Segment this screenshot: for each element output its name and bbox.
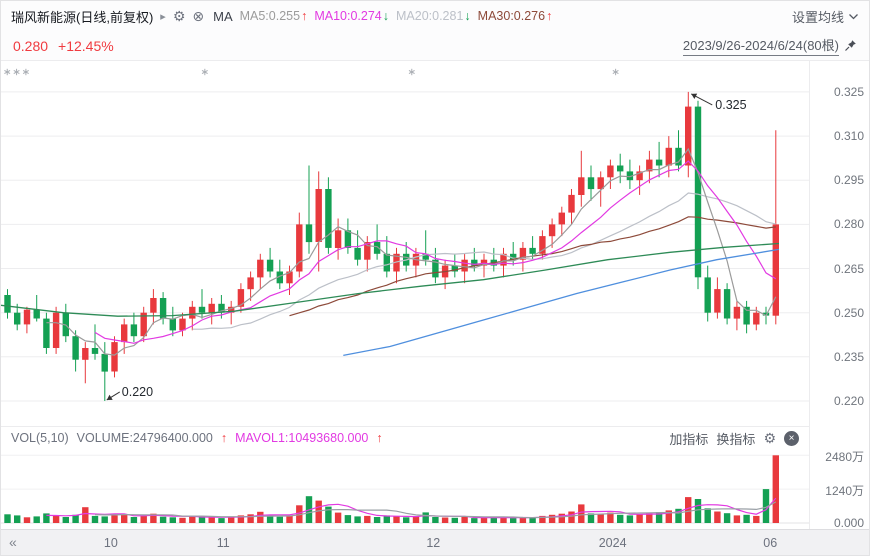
ma-close-icon[interactable]: ⊗ xyxy=(192,8,205,24)
chevron-down-icon xyxy=(849,13,858,19)
price-axis-label: 0.295 xyxy=(833,173,864,188)
price-axis-label: 0.325 xyxy=(833,84,864,99)
stock-title: 瑞风新能源(日线,前复权) xyxy=(11,9,154,25)
candlestick-chart[interactable]: 0.325 0.220 xyxy=(1,61,809,426)
event-marker-icon xyxy=(612,68,619,76)
ma-indicator-label: MA xyxy=(213,8,233,24)
ma20-value: MA20:0.281↓ xyxy=(396,9,471,23)
price-axis-label: 0.265 xyxy=(833,261,864,276)
ma-settings-button[interactable]: 设置均线 xyxy=(792,7,859,26)
candlestick-canvas: 0.325 0.220 xyxy=(1,68,809,402)
pin-icon xyxy=(845,40,856,51)
volume-value: VOLUME:24796400.000 xyxy=(76,431,213,445)
price-info-bar: 0.280 +12.45% 2023/9/26-2024/6/24(80根) xyxy=(1,31,869,61)
time-axis-label: 12 xyxy=(426,536,441,550)
time-axis-label: 06 xyxy=(763,536,778,550)
price-axis-label: 0.310 xyxy=(833,129,864,144)
time-axis-label: 10 xyxy=(103,536,118,550)
ma5-value: MA5:0.255↑ xyxy=(239,9,308,23)
low-annotation: 0.220 xyxy=(122,385,153,399)
time-axis-labels: 10 11 12 2024 06 xyxy=(1,530,869,555)
event-marker-icon xyxy=(408,68,415,76)
right-axis: 0.325 0.310 0.295 0.280 0.265 0.250 0.235 0.220… xyxy=(809,61,869,530)
chart-toolbar: 瑞风新能源(日线,前复权) ▸ ⚙ ⊗ MA MA5:0.255↑ MA10:0… xyxy=(1,1,869,31)
event-marker-icon xyxy=(4,68,11,76)
price-axis-label: 0.235 xyxy=(833,349,864,364)
event-marker-icon xyxy=(22,68,29,76)
add-indicator-button[interactable]: 加指标 xyxy=(669,431,709,447)
high-annotation: 0.325 xyxy=(715,98,746,112)
event-marker-icon xyxy=(201,68,208,76)
current-price: 0.280 xyxy=(13,37,49,54)
date-range-button[interactable]: 2023/9/26-2024/6/24(80根) xyxy=(682,35,857,56)
volume-axis-label: 1240万 xyxy=(825,484,864,499)
mavol1-arrow-icon: ↑ xyxy=(376,431,383,445)
ma10-value: MA10:0.274↓ xyxy=(314,9,389,23)
ma-settings-gear-icon[interactable]: ⚙ xyxy=(172,8,186,24)
event-marker-icon xyxy=(13,68,20,76)
volume-chart[interactable] xyxy=(1,449,809,525)
ma-settings-label: 设置均线 xyxy=(791,9,844,25)
date-range-label: 2023/9/26-2024/6/24(80根) xyxy=(682,35,839,56)
price-axis-label: 0.280 xyxy=(833,217,864,232)
volume-indicator-label: VOL(5,10) xyxy=(11,431,69,445)
time-axis-label: 2024 xyxy=(598,536,627,550)
pan-left-button[interactable]: « xyxy=(9,534,17,550)
volume-settings-gear-icon[interactable]: ⚙ xyxy=(763,430,776,446)
expand-arrow-icon[interactable]: ▸ xyxy=(160,10,166,23)
price-change: +12.45% xyxy=(58,37,114,54)
volume-arrow-icon: ↑ xyxy=(220,431,228,445)
volume-pane-header: VOL(5,10) VOLUME:24796400.000 ↑ MAVOL1:1… xyxy=(1,426,809,449)
time-axis-label: 11 xyxy=(216,536,230,550)
mavol1-value: MAVOL1:10493680.000 xyxy=(235,431,369,445)
volume-axis-label: 0.000 xyxy=(833,516,864,530)
volume-close-icon[interactable]: × xyxy=(784,430,799,446)
switch-indicator-button[interactable]: 换指标 xyxy=(716,431,756,447)
ma30-value: MA30:0.276↑ xyxy=(477,9,553,23)
price-axis-label: 0.250 xyxy=(833,305,864,320)
volume-canvas xyxy=(1,454,809,524)
time-axis: « 10 11 12 2024 06 xyxy=(1,529,869,555)
volume-axis-label: 2480万 xyxy=(825,450,864,465)
price-axis-label: 0.220 xyxy=(833,393,864,408)
